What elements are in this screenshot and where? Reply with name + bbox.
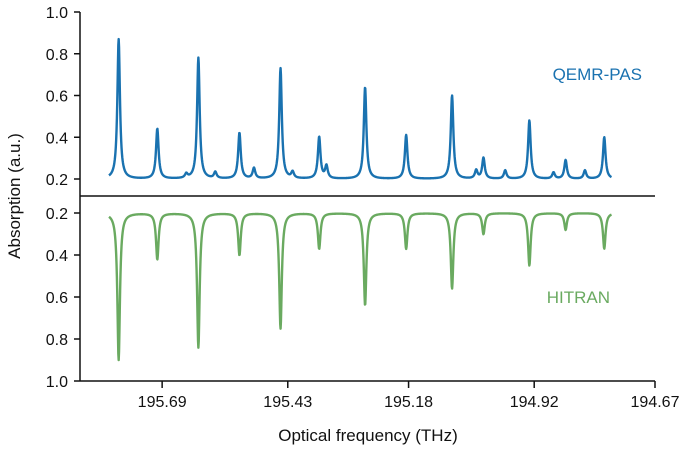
y-tick-label-top: 0.8 [46, 47, 68, 64]
y-tick-label-top: 0.2 [46, 172, 68, 189]
y-tick-label-bottom: 1.0 [46, 374, 68, 391]
x-tick-label: 195.69 [138, 394, 187, 411]
series-line [108, 212, 613, 362]
series-qemr-pas [108, 37, 613, 180]
y-tick-label-top: 0.6 [46, 89, 68, 106]
series-line [108, 37, 613, 180]
y-tick-label-bottom: 0.6 [46, 290, 68, 307]
x-tick-label: 195.18 [384, 394, 433, 411]
series-label-hitran: HITRAN [547, 288, 610, 307]
axes-layer: 0.2 0.4 0.6 0.8 1.0 0.2 0.4 0.6 0.8 1.0 195.69 195.… [46, 5, 680, 411]
x-tick-label: 194.67 [631, 394, 680, 411]
y-tick-label-top: 1.0 [46, 5, 68, 22]
series-hitran [108, 212, 613, 362]
x-axis-title: Optical frequency (THz) [278, 426, 458, 445]
y-tick-label-bottom: 0.4 [46, 248, 68, 265]
y-axis-title: Absorption (a.u.) [5, 133, 24, 259]
series-layer [108, 37, 613, 362]
y-tick-label-bottom: 0.2 [46, 206, 68, 223]
x-tick-label: 194.92 [510, 394, 559, 411]
y-tick-label-bottom: 0.8 [46, 332, 68, 349]
series-label-qemr-pas: QEMR-PAS [553, 65, 642, 84]
y-tick-label-top: 0.4 [46, 130, 68, 147]
x-tick-label: 195.43 [263, 394, 312, 411]
